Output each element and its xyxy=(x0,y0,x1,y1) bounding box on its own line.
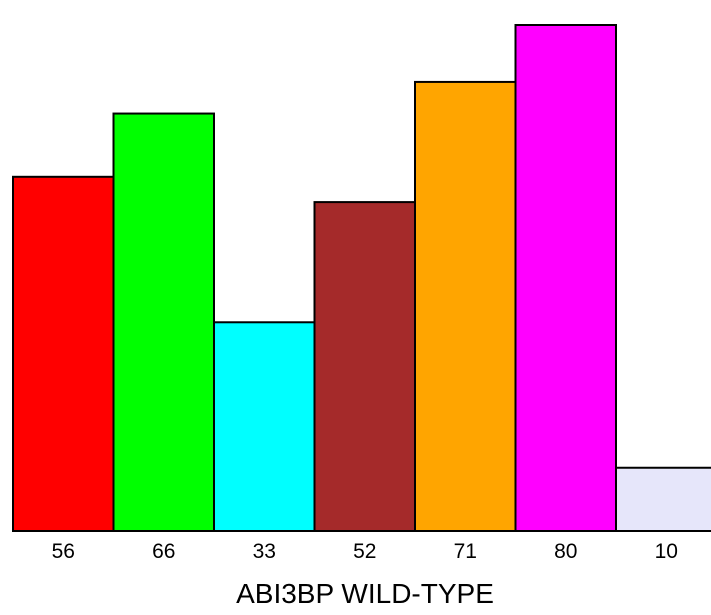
bar-10 xyxy=(615,466,711,532)
x-tick-labels: 56 66 33 52 71 80 10 xyxy=(52,540,678,563)
x-axis-title: ABI3BP WILD-TYPE xyxy=(236,578,494,609)
bar-71 xyxy=(414,80,517,533)
x-tick-label-71: 71 xyxy=(454,540,477,563)
x-tick-label-10: 10 xyxy=(655,540,678,563)
x-tick-label-52: 52 xyxy=(353,540,376,563)
bar-33 xyxy=(213,321,316,532)
bar-52 xyxy=(313,201,416,532)
x-tick-label-66: 66 xyxy=(152,540,175,563)
bar-56 xyxy=(12,175,115,533)
x-tick-label-56: 56 xyxy=(52,540,75,563)
bar-66 xyxy=(112,112,215,533)
bars-group xyxy=(12,24,711,533)
bar-80 xyxy=(514,24,617,532)
x-tick-label-33: 33 xyxy=(253,540,276,563)
x-tick-label-80: 80 xyxy=(554,540,577,563)
